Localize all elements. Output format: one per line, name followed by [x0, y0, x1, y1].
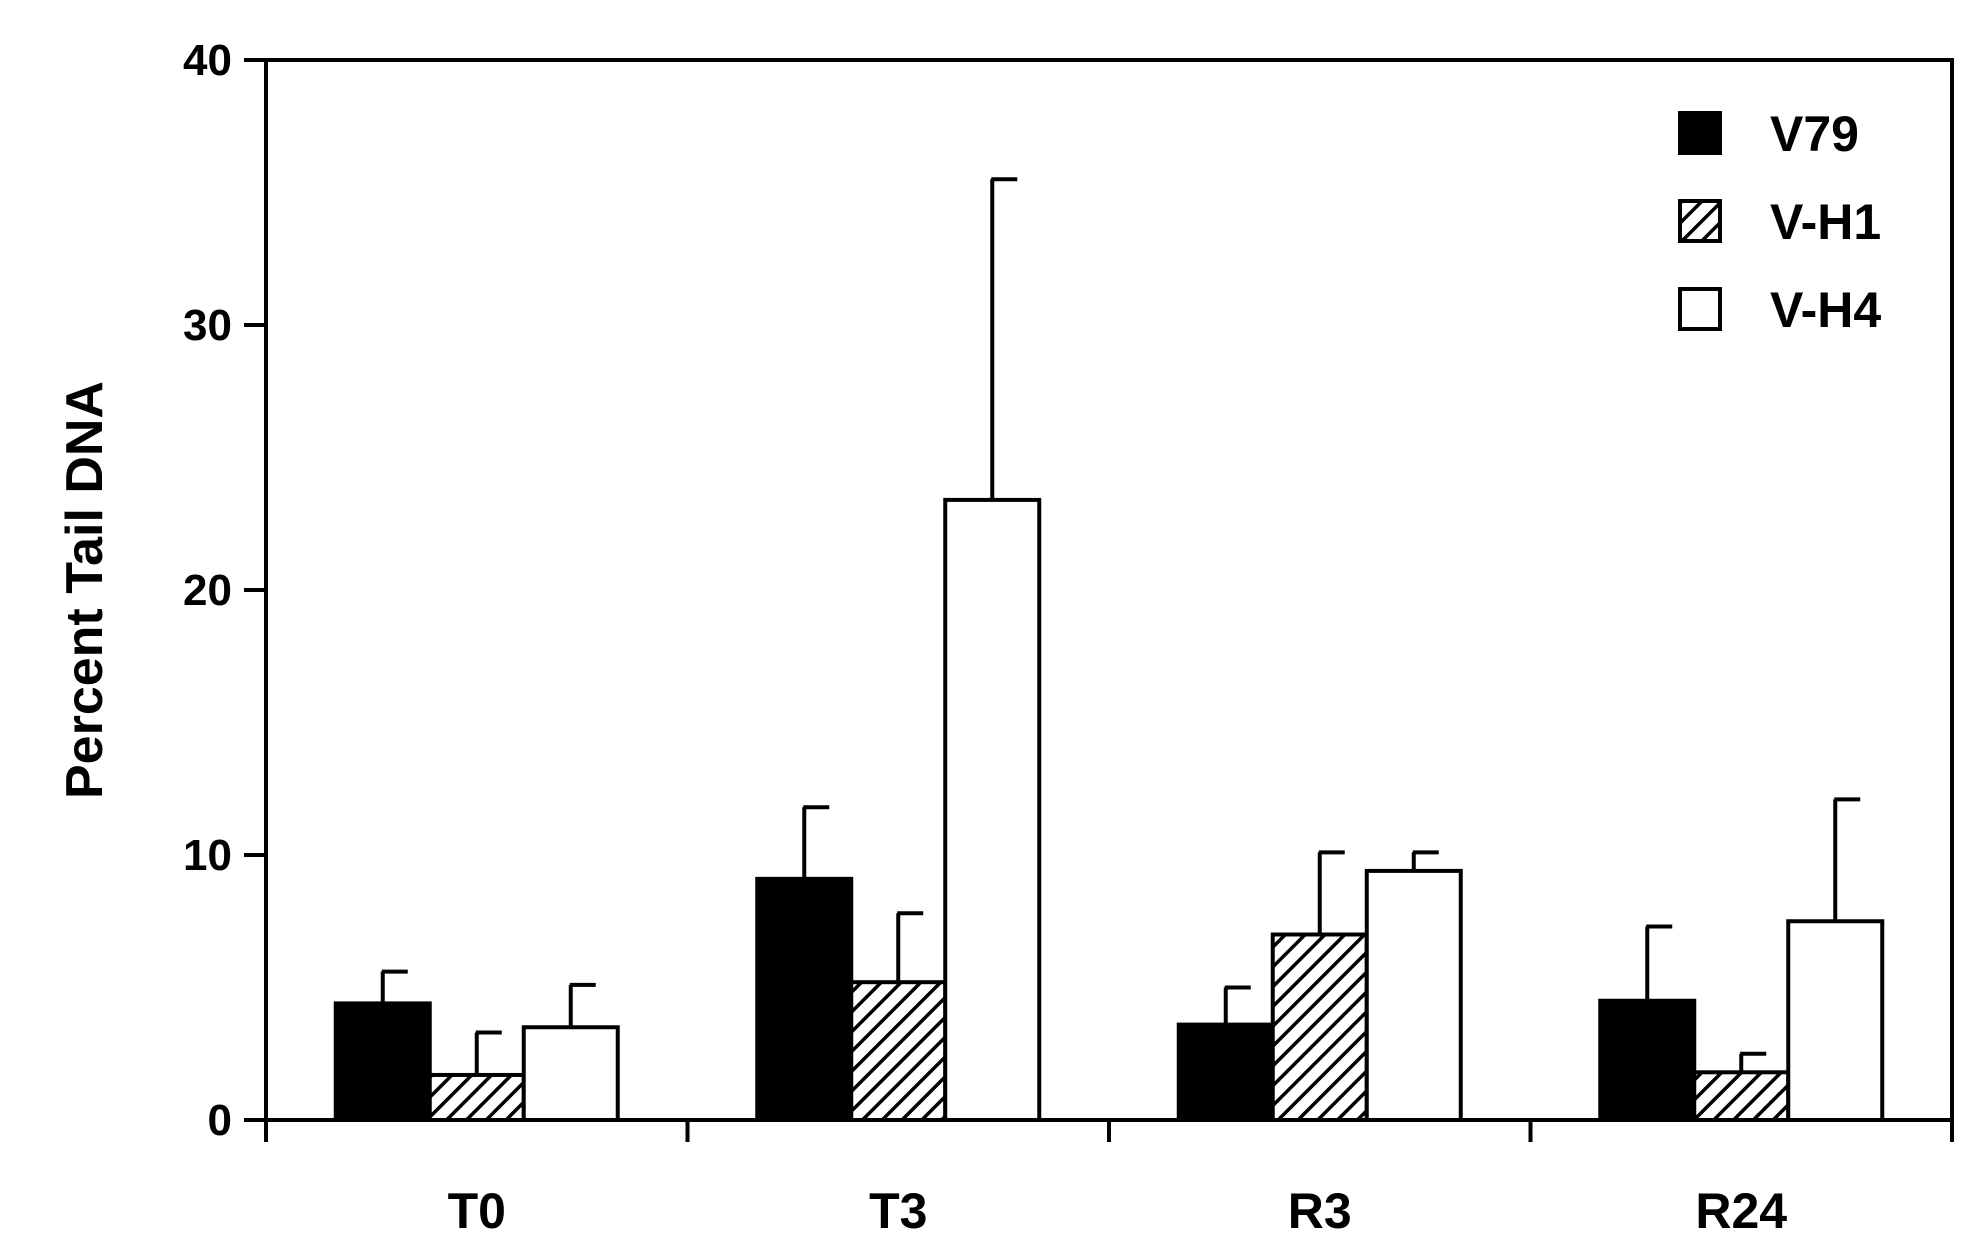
bar: [1364, 868, 1463, 1123]
y-tick-label: 10: [183, 831, 232, 880]
bar: [849, 980, 948, 1123]
bar: [1270, 932, 1369, 1122]
y-tick-label: 30: [183, 301, 232, 350]
legend-swatch: [1678, 199, 1722, 243]
x-tick-label: R3: [1288, 1183, 1352, 1239]
bar: [1692, 1070, 1791, 1123]
legend-label: V-H4: [1770, 282, 1881, 338]
x-tick-label: T3: [869, 1183, 927, 1239]
legend-label: V79: [1770, 106, 1859, 162]
legend-swatch: [1678, 111, 1722, 155]
bar: [427, 1072, 526, 1122]
y-axis-title: Percent Tail DNA: [56, 381, 114, 799]
bar: [333, 1001, 432, 1123]
x-tick-label: T0: [448, 1183, 506, 1239]
x-tick-label: R24: [1695, 1183, 1787, 1239]
y-axis-ticks: 0 10 20 30 40: [183, 36, 266, 1145]
bar: [521, 1025, 620, 1122]
bars: [333, 177, 1885, 1123]
bar: [1786, 919, 1885, 1122]
x-axis-ticks: T0 T3 R3 R24: [264, 1120, 1954, 1239]
legend-swatch: [1678, 287, 1722, 331]
y-tick-label: 40: [183, 36, 232, 85]
bar: [943, 497, 1042, 1122]
y-tick-label: 0: [208, 1096, 232, 1145]
bar: [1176, 1022, 1275, 1122]
legend: V79 V-H1 V-H4: [1678, 106, 1881, 338]
bar: [1598, 998, 1697, 1122]
y-tick-label: 20: [183, 566, 232, 615]
bar: [755, 876, 854, 1122]
legend-label: V-H1: [1770, 194, 1881, 250]
